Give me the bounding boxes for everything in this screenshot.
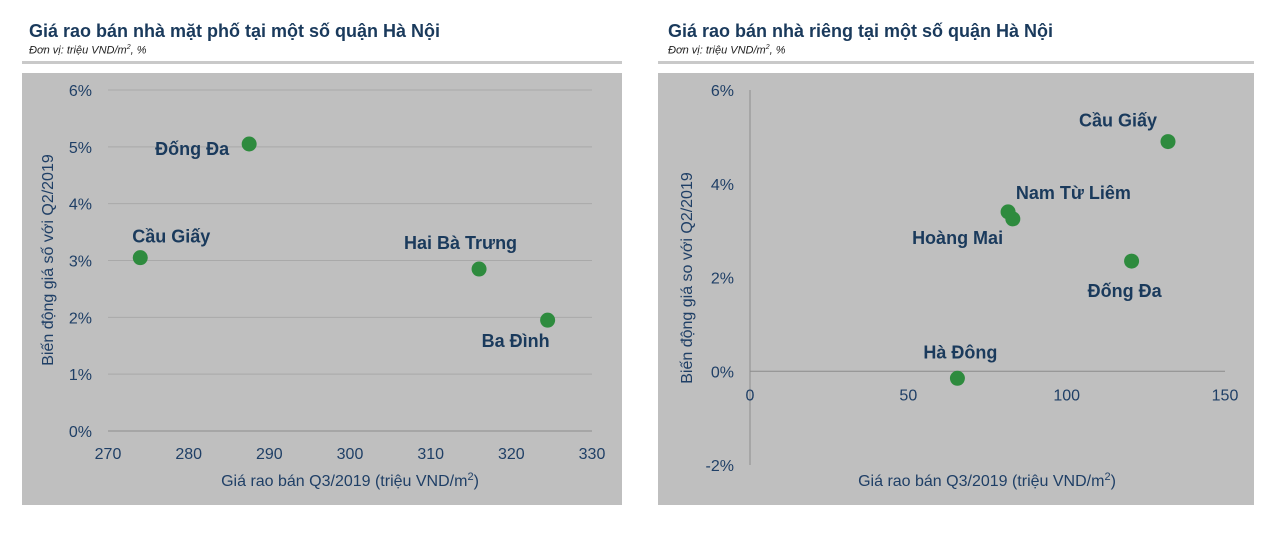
x-tick-label: 290 — [256, 446, 283, 463]
y-tick-label: 2% — [69, 310, 92, 327]
data-point — [241, 136, 257, 152]
chart-subtitle: Đơn vị: triệu VND/m2, % — [29, 44, 147, 57]
x-tick-label: 50 — [899, 387, 917, 404]
x-tick-label: 310 — [417, 446, 444, 463]
x-tick-label: 150 — [1212, 387, 1239, 404]
y-tick-label: 1% — [69, 367, 92, 384]
title-rule — [658, 61, 1254, 64]
x-tick-label: 320 — [498, 446, 525, 463]
title-rule — [22, 61, 622, 64]
x-tick-label: 0 — [746, 387, 755, 404]
y-tick-label: 6% — [69, 83, 92, 100]
y-axis-title: Biến động giá so với Q2/2019 — [679, 172, 696, 384]
chart-panel-left: Giá rao bán nhà mặt phố tại một số quận … — [22, 21, 622, 505]
y-tick-label: 0% — [69, 424, 92, 441]
x-axis-title: Giá rao bán Q3/2019 (triệu VND/m2) — [858, 471, 1116, 490]
data-point-label: Hoàng Mai — [912, 228, 1003, 248]
chart-subtitle: Đơn vị: triệu VND/m2, % — [668, 44, 786, 57]
plot-area — [658, 73, 1254, 505]
data-point — [132, 250, 148, 266]
chart-panel-right: Giá rao bán nhà riêng tại một số quận Hà… — [640, 0, 1278, 534]
chart-title: Giá rao bán nhà mặt phố tại một số quận … — [29, 21, 441, 41]
y-tick-label: 4% — [711, 177, 734, 194]
data-point-label: Cầu Giấy — [1079, 111, 1157, 131]
x-tick-label: 100 — [1053, 387, 1080, 404]
data-point-label: Ba Đình — [482, 331, 550, 351]
chart-title: Giá rao bán nhà riêng tại một số quận Hà… — [668, 21, 1054, 41]
y-axis-title: Biến động giá số với Q2/2019 — [40, 154, 57, 366]
data-point — [471, 261, 487, 277]
data-point — [540, 312, 556, 328]
data-point-label: Hà Đông — [923, 342, 997, 362]
y-tick-label: 5% — [69, 140, 92, 157]
scatter-chart-left: 0% 1% 2% 3% 4% 5% 6% 270 280 290 300 310 320 330 Giá r… — [40, 83, 606, 490]
data-point — [949, 370, 965, 386]
data-point — [1000, 204, 1016, 220]
scatter-chart-right: -2% 0% 2% 4% 6% 0 50 100 150 Giá rao bán Q3/2019 … — [679, 83, 1239, 490]
data-point — [1124, 253, 1140, 269]
data-point-label: Hai Bà Trưng — [404, 233, 517, 253]
plot-area — [22, 73, 622, 505]
y-tick-label: 6% — [711, 83, 734, 100]
y-tick-label: 3% — [69, 254, 92, 271]
y-tick-label: -2% — [706, 458, 734, 475]
data-point — [1160, 134, 1176, 150]
x-tick-label: 330 — [579, 446, 606, 463]
data-point-label: Đống Đa — [155, 139, 230, 159]
data-point-label: Đống Đa — [1088, 281, 1163, 301]
x-axis-title: Giá rao bán Q3/2019 (triệu VND/m2) — [221, 471, 479, 490]
x-tick-label: 300 — [337, 446, 364, 463]
y-tick-label: 4% — [69, 197, 92, 214]
data-point-label: Cầu Giấy — [132, 227, 210, 247]
y-tick-label: 2% — [711, 271, 734, 288]
x-tick-label: 270 — [95, 446, 122, 463]
data-point-label: Nam Từ Liêm — [1016, 183, 1131, 203]
y-tick-label: 0% — [711, 364, 734, 381]
x-tick-label: 280 — [175, 446, 202, 463]
